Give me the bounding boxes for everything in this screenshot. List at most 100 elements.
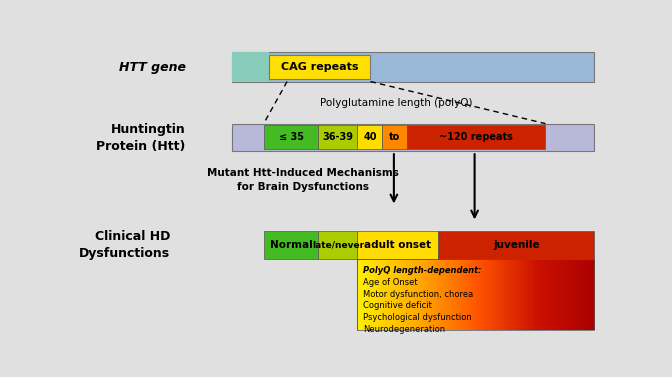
Bar: [445, 259, 448, 330]
Bar: [358, 259, 360, 330]
Bar: [452, 259, 455, 330]
Bar: [462, 259, 464, 330]
Text: 36-39: 36-39: [323, 132, 353, 143]
Bar: [528, 259, 531, 330]
Bar: [554, 259, 557, 330]
Bar: [552, 259, 554, 330]
Text: HTT gene: HTT gene: [118, 61, 185, 74]
Bar: [400, 259, 403, 330]
Bar: [550, 259, 552, 330]
Bar: [535, 259, 538, 330]
Bar: [542, 259, 545, 330]
Bar: [502, 259, 505, 330]
Bar: [474, 259, 476, 330]
Bar: [457, 259, 460, 330]
Bar: [589, 259, 593, 330]
Text: PolyQ length-dependent:: PolyQ length-dependent:: [363, 266, 481, 275]
Bar: [454, 259, 458, 330]
Bar: [362, 259, 365, 330]
Bar: [471, 259, 474, 330]
Text: adult onset: adult onset: [364, 240, 431, 250]
Bar: [398, 259, 401, 330]
Text: Motor dysfunction, chorea: Motor dysfunction, chorea: [363, 290, 473, 299]
Bar: [556, 259, 559, 330]
Bar: [263, 231, 319, 259]
Bar: [587, 259, 590, 330]
Bar: [438, 231, 594, 259]
Bar: [381, 259, 384, 330]
Bar: [429, 259, 431, 330]
Bar: [386, 259, 388, 330]
Bar: [384, 259, 386, 330]
Bar: [450, 259, 453, 330]
Bar: [559, 259, 562, 330]
Bar: [421, 259, 424, 330]
Bar: [435, 259, 439, 330]
Bar: [511, 259, 514, 330]
Text: Polyglutamine length (polyQ): Polyglutamine length (polyQ): [321, 98, 472, 108]
Bar: [564, 259, 566, 330]
Bar: [269, 55, 370, 79]
Bar: [358, 126, 382, 149]
Text: 40: 40: [363, 132, 377, 143]
Text: Psychological dysfunction: Psychological dysfunction: [363, 313, 471, 322]
Bar: [417, 259, 419, 330]
Bar: [566, 259, 569, 330]
Bar: [514, 259, 517, 330]
Bar: [573, 259, 576, 330]
Text: Clinical HD
Dysfunctions: Clinical HD Dysfunctions: [79, 230, 170, 260]
Bar: [526, 259, 529, 330]
Bar: [493, 259, 495, 330]
Bar: [405, 259, 408, 330]
Bar: [460, 259, 462, 330]
Bar: [523, 259, 526, 330]
Bar: [358, 259, 594, 330]
Bar: [497, 259, 500, 330]
Bar: [516, 259, 519, 330]
Bar: [376, 259, 379, 330]
Bar: [433, 259, 436, 330]
Bar: [495, 259, 498, 330]
Bar: [580, 259, 583, 330]
Bar: [578, 259, 581, 330]
Bar: [263, 126, 319, 149]
Bar: [415, 259, 417, 330]
Bar: [466, 259, 469, 330]
Bar: [592, 259, 595, 330]
Bar: [505, 259, 507, 330]
Text: Huntingtin
Protein (Htt): Huntingtin Protein (Htt): [96, 123, 185, 153]
Bar: [483, 259, 486, 330]
Text: juvenile: juvenile: [493, 240, 540, 250]
Bar: [395, 259, 398, 330]
Bar: [533, 259, 536, 330]
Bar: [480, 259, 484, 330]
Bar: [393, 259, 396, 330]
Bar: [319, 126, 358, 149]
Bar: [438, 259, 441, 330]
Bar: [485, 259, 489, 330]
Bar: [509, 259, 512, 330]
Bar: [488, 259, 491, 330]
Bar: [583, 259, 585, 330]
Text: Age of Onset: Age of Onset: [363, 278, 417, 287]
Bar: [233, 52, 269, 81]
Bar: [571, 259, 574, 330]
Text: Mutant Htt-Induced Mechanisms
for Brain Dysfunctions: Mutant Htt-Induced Mechanisms for Brain …: [207, 168, 398, 192]
Bar: [507, 259, 509, 330]
Bar: [409, 259, 413, 330]
Bar: [431, 259, 433, 330]
Bar: [424, 259, 427, 330]
Bar: [538, 259, 540, 330]
Bar: [521, 259, 523, 330]
Bar: [403, 259, 405, 330]
Text: to: to: [389, 132, 401, 143]
Text: ~120 repeats: ~120 repeats: [439, 132, 513, 143]
Bar: [476, 259, 478, 330]
Bar: [374, 259, 377, 330]
Bar: [569, 259, 571, 330]
Text: ≤ 35: ≤ 35: [278, 132, 304, 143]
Text: Normal: Normal: [269, 240, 312, 250]
Text: CAG repeats: CAG repeats: [281, 62, 358, 72]
Bar: [575, 259, 579, 330]
Bar: [530, 259, 534, 330]
